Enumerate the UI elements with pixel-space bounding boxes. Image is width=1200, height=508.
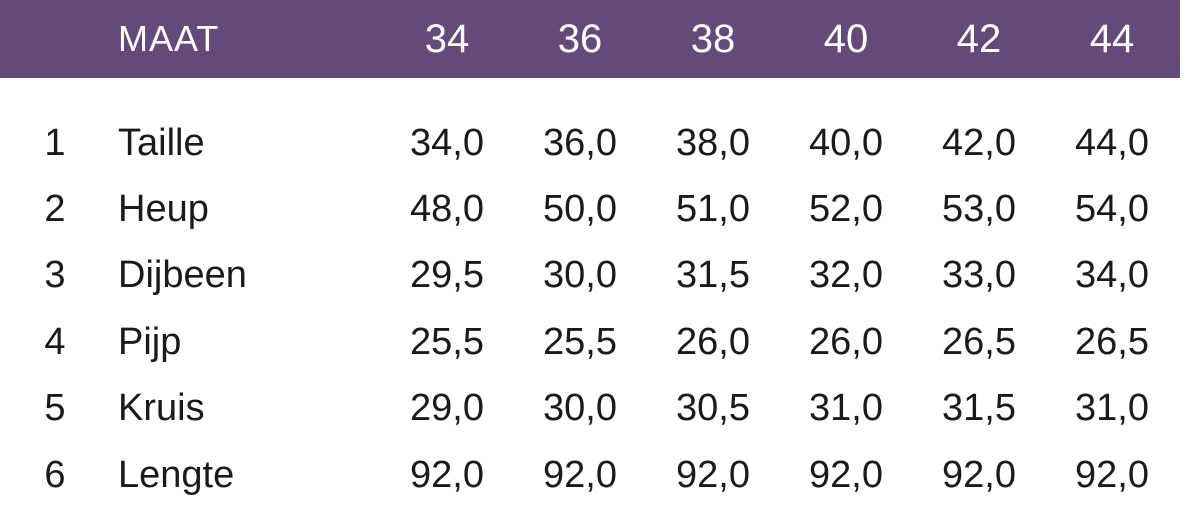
- measurement-value: 34,0: [1075, 254, 1149, 296]
- measurement-label: Taille: [118, 122, 205, 164]
- measurement-value: 26,0: [676, 321, 750, 363]
- size-header-36: 36: [557, 17, 603, 61]
- measurement-value: 26,5: [1075, 321, 1149, 363]
- measurement-value: 30,0: [543, 387, 617, 429]
- measurement-value: 31,0: [1075, 387, 1149, 429]
- table-row: 3 Dijbeen 29,5 30,0 31,5 32,0 33,0 34,0: [0, 242, 1200, 308]
- measurement-value: 42,0: [942, 122, 1016, 164]
- size-header-34: 34: [424, 17, 470, 61]
- measurement-label: Dijbeen: [118, 254, 247, 296]
- measurement-value: 53,0: [942, 188, 1016, 230]
- size-header-42: 42: [956, 17, 1002, 61]
- measurement-value: 92,0: [543, 454, 617, 496]
- measurement-value: 51,0: [676, 188, 750, 230]
- table-row: 2 Heup 48,0 50,0 51,0 52,0 53,0 54,0: [0, 176, 1200, 242]
- measurement-value: 54,0: [1075, 188, 1149, 230]
- measurement-label: Heup: [118, 188, 209, 230]
- table-row: 6 Lengte 92,0 92,0 92,0 92,0 92,0 92,0: [0, 442, 1200, 508]
- row-number: 3: [44, 254, 66, 296]
- measurement-value: 32,0: [809, 254, 883, 296]
- measurement-value: 92,0: [410, 454, 484, 496]
- size-header-44: 44: [1089, 17, 1135, 61]
- row-number: 2: [44, 188, 66, 230]
- row-number: 5: [44, 387, 66, 429]
- measurement-value: 26,5: [942, 321, 1016, 363]
- measurement-label: Kruis: [118, 387, 205, 429]
- table-row: 1 Taille 34,0 36,0 38,0 40,0 42,0 44,0: [0, 110, 1200, 176]
- size-header-38: 38: [690, 17, 736, 61]
- measurement-value: 48,0: [410, 188, 484, 230]
- measurement-value: 38,0: [676, 122, 750, 164]
- measurement-value: 50,0: [543, 188, 617, 230]
- measurement-value: 30,0: [543, 254, 617, 296]
- measurement-value: 31,0: [809, 387, 883, 429]
- size-header-40: 40: [823, 17, 869, 61]
- measurement-label: Pijp: [118, 321, 182, 363]
- measurement-value: 52,0: [809, 188, 883, 230]
- measurement-label: Lengte: [118, 454, 235, 496]
- table-row: 4 Pijp 25,5 25,5 26,0 26,0 26,5 26,5: [0, 309, 1200, 375]
- maat-header: MAAT: [118, 18, 220, 59]
- measurement-value: 36,0: [543, 122, 617, 164]
- measurement-value: 33,0: [942, 254, 1016, 296]
- table-row: 5 Kruis 29,0 30,0 30,5 31,0 31,5 31,0: [0, 375, 1200, 441]
- measurement-value: 25,5: [410, 321, 484, 363]
- measurement-value: 34,0: [410, 122, 484, 164]
- measurement-value: 92,0: [1075, 454, 1149, 496]
- size-table-header: MAAT 34 36 38 40 42 44: [0, 0, 1180, 78]
- measurement-value: 44,0: [1075, 122, 1149, 164]
- measurement-value: 31,5: [676, 254, 750, 296]
- measurement-value: 25,5: [543, 321, 617, 363]
- row-number: 6: [44, 454, 66, 496]
- row-number: 4: [44, 321, 66, 363]
- measurement-value: 30,5: [676, 387, 750, 429]
- measurement-value: 31,5: [942, 387, 1016, 429]
- measurement-value: 29,5: [410, 254, 484, 296]
- measurement-value: 92,0: [942, 454, 1016, 496]
- measurement-value: 29,0: [410, 387, 484, 429]
- measurement-value: 26,0: [809, 321, 883, 363]
- measurement-value: 92,0: [676, 454, 750, 496]
- measurement-value: 40,0: [809, 122, 883, 164]
- measurement-value: 92,0: [809, 454, 883, 496]
- row-number: 1: [44, 122, 66, 164]
